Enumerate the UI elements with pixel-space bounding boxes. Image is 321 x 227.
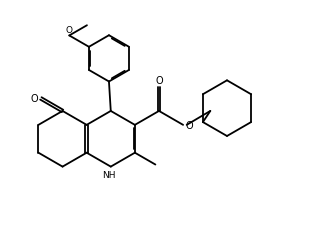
Text: O: O [155, 75, 163, 85]
Text: O: O [185, 121, 193, 131]
Text: O: O [30, 94, 38, 104]
Text: NH: NH [102, 170, 116, 179]
Text: O: O [65, 26, 72, 35]
